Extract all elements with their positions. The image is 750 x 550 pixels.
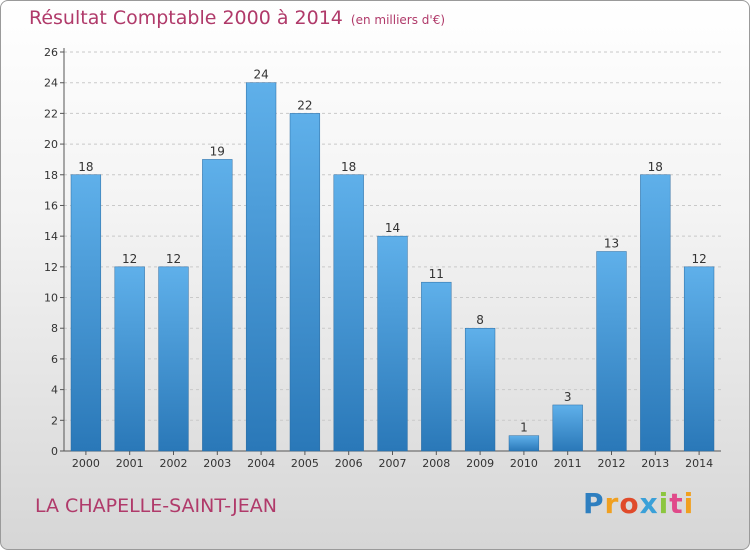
y-tick-label: 20 <box>44 138 58 151</box>
x-tick-label-2000: 2000 <box>72 457 100 470</box>
bar-2003 <box>202 159 233 452</box>
logo-letter: o <box>619 487 640 520</box>
y-tick-label: 14 <box>44 230 58 243</box>
logo-letter: P <box>583 487 605 520</box>
value-label-2010: 1 <box>520 421 528 435</box>
value-label-2014: 12 <box>691 252 706 266</box>
x-tick-label-2011: 2011 <box>554 457 582 470</box>
bar-2000 <box>70 174 102 452</box>
y-tick-label: 22 <box>44 107 58 120</box>
y-tick-label: 26 <box>44 46 58 59</box>
value-label-2005: 22 <box>297 98 312 112</box>
value-label-2013: 18 <box>648 160 663 174</box>
x-tick-label-2006: 2006 <box>335 457 363 470</box>
logo-letter: x <box>639 487 659 520</box>
chart-title-text: Résultat Comptable 2000 à 2014 <box>29 7 343 29</box>
x-tick-label-2002: 2002 <box>160 457 188 470</box>
logo-letter: i <box>683 487 695 520</box>
logo-letter: i <box>658 487 670 520</box>
x-tick-label-2008: 2008 <box>422 457 450 470</box>
bar-2011 <box>552 404 583 452</box>
value-label-2012: 13 <box>604 237 619 251</box>
bar-2001 <box>114 266 145 452</box>
bar-2009 <box>464 327 496 452</box>
y-tick-label: 2 <box>51 414 58 427</box>
bars <box>70 82 715 452</box>
x-tick-label-2004: 2004 <box>247 457 275 470</box>
x-tick-label-2013: 2013 <box>641 457 669 470</box>
value-label-2004: 24 <box>253 68 268 82</box>
value-label-2006: 18 <box>341 160 356 174</box>
y-tick-label: 18 <box>44 169 58 182</box>
value-label-2001: 12 <box>122 252 137 266</box>
x-tick-label-2010: 2010 <box>510 457 538 470</box>
logo-letter: t <box>669 487 684 520</box>
bar-2004 <box>245 82 277 452</box>
x-tick-label-2012: 2012 <box>598 457 626 470</box>
value-label-2002: 12 <box>166 252 181 266</box>
x-tick-labels: 2000 2001 2002 2003 2004 2005 2006 2007 2008 2009… <box>72 457 713 470</box>
bar-2013 <box>640 174 671 452</box>
logo-letter: r <box>604 487 620 520</box>
x-tick-label-2003: 2003 <box>203 457 231 470</box>
unit-note: (en milliers d'€) <box>350 13 446 27</box>
y-tick-label: 6 <box>51 353 58 366</box>
bar-2005 <box>289 113 321 452</box>
bar-2002 <box>158 266 189 452</box>
y-tick-label: 10 <box>44 292 58 305</box>
x-tick-label-2001: 2001 <box>116 457 144 470</box>
bar-2014 <box>683 266 715 452</box>
x-tick-label-2014: 2014 <box>685 457 713 470</box>
value-label-2003: 19 <box>210 144 225 158</box>
bar-2010 <box>508 435 540 452</box>
value-label-2009: 8 <box>476 313 484 327</box>
bar-2007 <box>377 235 408 452</box>
y-tick-label: 24 <box>44 77 58 90</box>
proxiti-logo[interactable]: Proxiti <box>583 487 694 520</box>
y-tick-label: 12 <box>44 261 58 274</box>
x-tick-label-2007: 2007 <box>379 457 407 470</box>
value-label-2008: 11 <box>429 267 444 281</box>
y-tick-label: 8 <box>51 322 58 335</box>
value-label-2011: 3 <box>564 390 572 404</box>
y-tick-label: 4 <box>51 384 58 397</box>
x-tick-label-2009: 2009 <box>466 457 494 470</box>
bar-2008 <box>421 281 452 452</box>
y-tick-label: 0 <box>51 445 58 458</box>
bar-2012 <box>596 251 627 452</box>
x-tick-label-2005: 2005 <box>291 457 319 470</box>
y-tick-label: 16 <box>44 199 58 212</box>
value-label-2007: 14 <box>385 221 400 235</box>
value-label-2000: 18 <box>78 160 93 174</box>
chart-title: Résultat Comptable 2000 à 2014 (en millie… <box>29 7 445 29</box>
location-name: LA CHAPELLE-SAINT-JEAN <box>35 495 277 517</box>
bar-2006 <box>333 174 364 452</box>
